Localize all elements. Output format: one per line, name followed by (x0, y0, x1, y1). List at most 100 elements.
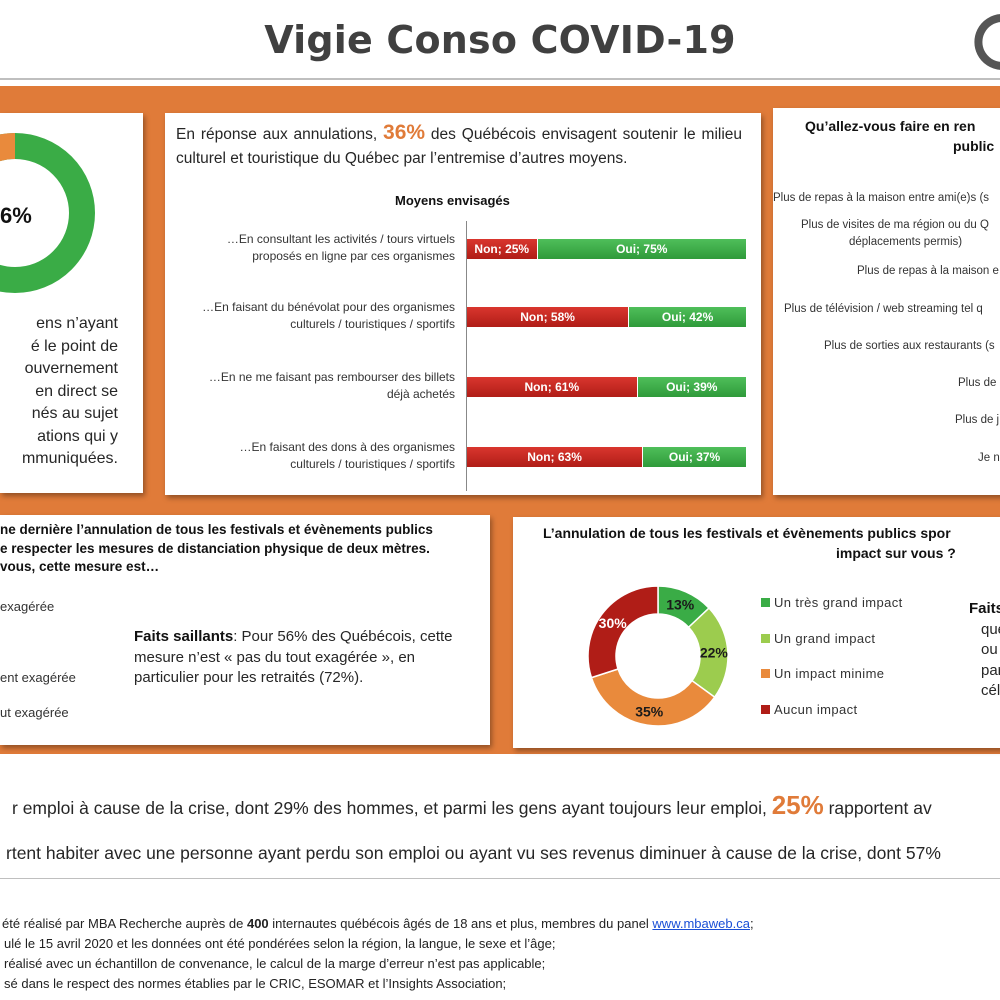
text-line: ens n’ayant (36, 315, 118, 332)
donut-center-label: 6% (0, 203, 32, 228)
impact-donut-chart: 13% 22% 35% 30% (587, 585, 729, 727)
category-label-line: proposés en ligne par ces organismes (252, 249, 455, 263)
category-label-line: …En consultant les activités / tours vir… (226, 232, 455, 246)
panel5-question-line2: impact sur vous ? (836, 545, 956, 561)
bar-segment-oui: Oui; 42% (629, 307, 746, 327)
page-title: Vigie Conso COVID-19 (264, 18, 736, 62)
donut-slice-label: 13% (666, 597, 695, 613)
footer-line: été réalisé par MBA Recherche auprès de … (2, 914, 754, 934)
question-line: e respecter les mesures de distanciation… (0, 540, 430, 556)
facts-line: célib (981, 682, 1000, 699)
text-line: ations qui y (37, 427, 118, 445)
text-line: ouvernement (24, 360, 118, 377)
intro-text: En réponse aux annulations, (176, 126, 384, 143)
category-label-line: culturels / touristiques / sportifs (290, 317, 455, 331)
panel-what-will-you-do: Qu’allez-vous faire en ren public Plus d… (773, 108, 1000, 495)
donut-slice-label: 30% (599, 615, 628, 631)
title-divider (0, 78, 1000, 80)
facts-text: : Pour 56% des Québécois, cette mesure n… (134, 628, 453, 686)
panel5-question-line1: L’annulation de tous les festivals et év… (543, 525, 951, 541)
stat-highlight: 25% (771, 790, 824, 820)
donut-slice (590, 668, 716, 727)
chart-title: Moyens envisagés (395, 193, 510, 208)
category-label-line: …En faisant des dons à des organismes (239, 440, 455, 454)
legend-swatch (761, 598, 770, 607)
footer-line: ulé le 15 avril 2020 et les données ont … (4, 936, 556, 951)
list-item: Plus de télévision / web streaming tel q (784, 303, 983, 315)
donut-slice-label: 22% (700, 644, 729, 660)
stat-line-employment: r emploi à cause de la crise, dont 29% d… (12, 790, 932, 821)
brand-logo-icon (974, 14, 1000, 70)
footer-text: internautes québécois âgés de 18 ans et … (268, 916, 653, 931)
legend-label: Un grand impact (774, 631, 876, 646)
footer-bold: 400 (246, 916, 269, 931)
legend-item: Un très grand impact (761, 595, 903, 610)
facts-line: que (981, 620, 1000, 638)
legend-label: Aucun impact (774, 702, 858, 717)
panel1-text: ens n’ayant é le point de ouvernement en… (0, 313, 118, 471)
facts-label: Faits saillants (134, 628, 234, 645)
footer-line: sé dans le respect des normes établies p… (4, 976, 507, 991)
panel-info-access: 6% ens n’ayant é le point de ouvernement… (0, 113, 143, 493)
text-line: en direct se (35, 382, 118, 400)
donut-chart-left (0, 133, 95, 293)
panel2-intro: En réponse aux annulations, 36% des Québ… (176, 121, 742, 171)
list-item: déplacements permis) (849, 236, 963, 248)
stat-text: r emploi à cause de la crise, dont 29% d… (12, 798, 772, 818)
panel-distancing-measure: ne dernière l’annulation de tous les fes… (0, 515, 490, 745)
legend-swatch (761, 705, 770, 714)
category-label: …En faisant du bénévolat pour des organi… (165, 299, 455, 333)
chart-axis (466, 221, 467, 491)
bar-segment-non: Non; 58% (467, 307, 629, 327)
donut-slice-label: 35% (635, 703, 664, 719)
category-label: …En consultant les activités / tours vir… (165, 231, 455, 265)
panel-link[interactable]: www.mbaweb.ca (652, 916, 750, 931)
text-line: mmuniquées. (21, 450, 118, 467)
question-line: ne dernière l’annulation de tous les fes… (0, 522, 433, 537)
legend-item: Un impact minime (761, 666, 884, 681)
bar-segment-non: Non; 63% (467, 447, 643, 467)
stat-line-household: rtent habiter avec une personne ayant pe… (6, 843, 941, 863)
panel4-question: ne dernière l’annulation de tous les fes… (0, 521, 480, 577)
footer-text: ; (749, 916, 754, 931)
bar-segment-non: Non; 25% (467, 239, 537, 259)
footer-divider (0, 878, 1000, 879)
question-line: vous, cette mesure est… (0, 559, 160, 574)
stat-text: rapportent av (823, 798, 932, 818)
facts-line: Faits (969, 600, 1000, 617)
facts-line: part (981, 661, 1000, 679)
panel5-facts: Faits que ou part célib (969, 599, 1000, 702)
category-label: …En ne me faisant pas rembourser des bil… (165, 369, 455, 403)
list-item: Plus de j (955, 414, 1000, 426)
facts-line: ou (981, 641, 998, 658)
list-item: Je n (978, 452, 1000, 464)
option-label: exagérée (0, 599, 55, 614)
stacked-bar-chart: …En consultant les activités / tours vir… (165, 113, 761, 495)
category-label-line: déjà achetés (386, 387, 455, 401)
panel-moyens-envisages: En réponse aux annulations, 36% des Québ… (165, 113, 761, 495)
donut-ring-small-slice (0, 133, 16, 162)
list-item: Plus de sorties aux restaurants (s (824, 340, 995, 352)
option-label: ent exagérée (0, 670, 76, 685)
text-line: nés au sujet (31, 405, 118, 422)
legend-item: Aucun impact (761, 702, 858, 717)
legend-label: Un impact minime (774, 666, 885, 681)
list-item: Plus de repas à la maison entre ami(e)s … (773, 192, 990, 204)
category-label-line: …En ne me faisant pas rembourser des bil… (208, 370, 455, 384)
bar-segment-oui: Oui; 37% (643, 447, 746, 467)
category-label-line: …En faisant du bénévolat pour des organi… (202, 300, 455, 314)
legend-item: Un grand impact (761, 631, 875, 646)
panel-impact: L’annulation de tous les festivals et év… (513, 517, 1000, 748)
intro-text: des Québécois envisagent soutenir le mil… (176, 126, 743, 167)
footer-text: été réalisé par MBA Recherche auprès de (2, 916, 247, 931)
list-item: Plus de visites de ma région ou du Q (801, 219, 989, 231)
panel3-title-line1: Qu’allez-vous faire en ren (805, 118, 976, 134)
bar-segment-oui: Oui; 39% (637, 377, 746, 397)
faits-saillants: Faits saillants: Pour 56% des Québécois,… (134, 627, 479, 689)
list-item: Plus de (958, 377, 997, 389)
legend-label: Un très grand impact (774, 595, 903, 610)
bar-segment-non: Non; 61% (467, 377, 637, 397)
category-label-line: culturels / touristiques / sportifs (290, 457, 455, 471)
legend-swatch (761, 634, 770, 643)
list-item: Plus de repas à la maison e (857, 265, 999, 277)
